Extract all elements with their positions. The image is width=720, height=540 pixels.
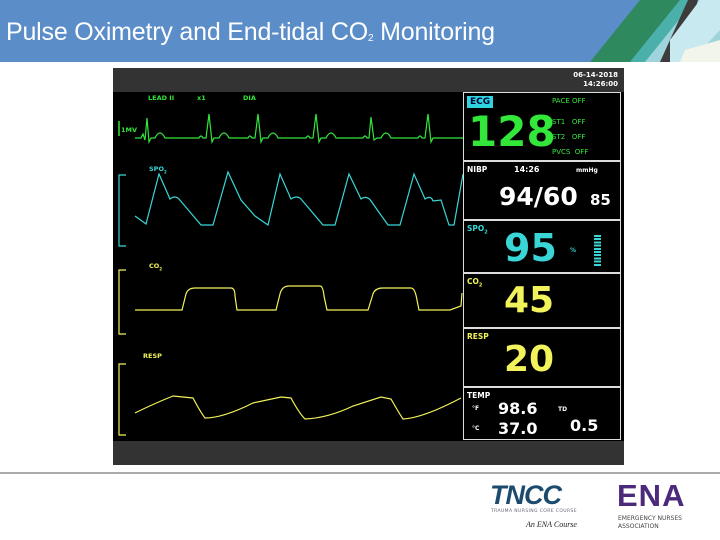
footer-divider bbox=[0, 472, 720, 474]
ena-logo-text: ENA bbox=[617, 478, 686, 513]
pace-status: PACE OFF bbox=[552, 97, 586, 105]
patient-monitor: 06-14-2018 14:26:00 LEAD II x1 DIA 1MV S… bbox=[113, 68, 624, 465]
ecg-panel-label: ECG bbox=[467, 96, 494, 108]
nibp-panel-label: NIBP bbox=[467, 165, 488, 174]
monitor-datetime: 06-14-2018 14:26:00 bbox=[573, 71, 618, 89]
nibp-value: 94/60 bbox=[499, 182, 578, 211]
ecg-gain-label: x1 bbox=[197, 94, 206, 102]
resp-panel-label: RESP bbox=[467, 332, 489, 341]
pvcs-status: PVCS OFF bbox=[552, 148, 589, 156]
co2-waveform bbox=[135, 285, 463, 311]
nibp-unit: mmHg bbox=[576, 167, 598, 174]
st1-status: ST1 OFF bbox=[552, 118, 586, 126]
ecg-waveform bbox=[135, 113, 463, 145]
st2-status: ST2 OFF bbox=[552, 133, 586, 141]
monitor-top-bar: 06-14-2018 14:26:00 bbox=[113, 68, 624, 92]
spo2-value: 95 bbox=[504, 226, 557, 270]
spo2-wave-label: SPO2 bbox=[149, 165, 167, 175]
spo2-signal-bar-icon bbox=[594, 235, 601, 267]
co2-bracket bbox=[118, 269, 126, 335]
monitor-bottom-bar bbox=[113, 441, 624, 465]
ena-logo: ENA EMERGENCY NURSES ASSOCIATION bbox=[617, 478, 712, 535]
temp-panel-label: TEMP bbox=[467, 391, 491, 400]
ecg-lead-label: LEAD II bbox=[148, 94, 175, 102]
monitor-time: 14:26:00 bbox=[583, 80, 618, 88]
temp-c-value: 37.0 bbox=[498, 419, 538, 438]
nibp-panel[interactable]: NIBP 14:26 mmHg 94/60 85 bbox=[463, 161, 621, 220]
resp-panel[interactable]: RESP 20 bbox=[463, 328, 621, 387]
nibp-time: 14:26 bbox=[514, 165, 540, 174]
td-value: 0.5 bbox=[570, 416, 599, 435]
spo2-bracket bbox=[118, 174, 126, 247]
tncc-subtitle: An ENA Course bbox=[526, 520, 577, 529]
resp-bracket bbox=[118, 363, 126, 436]
td-label: TD bbox=[558, 406, 568, 413]
co2-panel-label: CO2 bbox=[467, 277, 483, 289]
temp-unit-f: °F bbox=[472, 405, 480, 412]
spo2-panel[interactable]: SPO2 95 % bbox=[463, 220, 621, 273]
tncc-tagline: TRAUMA NURSING CORE COURSE bbox=[491, 509, 577, 514]
ecg-scale-label: 1MV bbox=[121, 126, 138, 134]
tncc-logo-text: TNCC bbox=[490, 480, 562, 510]
ecg-mode-label: DIA bbox=[243, 94, 256, 102]
page-title: Pulse Oximetry and End-tidal CO2 Monitor… bbox=[6, 18, 495, 46]
temp-panel[interactable]: TEMP °F 98.6 TD °C 37.0 0.5 bbox=[463, 387, 621, 440]
spo2-panel-label: SPO2 bbox=[467, 224, 488, 236]
title-bar: Pulse Oximetry and End-tidal CO2 Monitor… bbox=[0, 0, 720, 62]
resp-waveform bbox=[134, 395, 462, 420]
co2-wave-label: CO2 bbox=[149, 262, 163, 272]
heart-rate-value: 128 bbox=[468, 107, 556, 156]
waveform-area bbox=[118, 113, 463, 436]
temp-f-value: 98.6 bbox=[498, 399, 538, 418]
monitor-date: 06-14-2018 bbox=[573, 71, 618, 79]
spo2-waveform bbox=[134, 170, 463, 226]
temp-unit-c: °C bbox=[472, 425, 480, 432]
tncc-logo: TNCC TRAUMA NURSING CORE COURSE An ENA C… bbox=[490, 480, 600, 535]
etco2-value: 45 bbox=[504, 280, 555, 321]
ecg-panel[interactable]: ECG 128 PACE OFF ST1 OFF ST2 OFF PVCS OF… bbox=[463, 92, 621, 161]
co2-panel[interactable]: CO2 45 bbox=[463, 273, 621, 328]
spo2-unit: % bbox=[570, 247, 577, 254]
nibp-mean-value: 85 bbox=[590, 191, 611, 209]
resp-rate-value: 20 bbox=[504, 339, 555, 380]
decorative-graphic bbox=[590, 0, 720, 62]
ena-line1: EMERGENCY NURSES bbox=[618, 515, 682, 522]
resp-wave-label: RESP bbox=[143, 352, 162, 360]
ena-line2: ASSOCIATION bbox=[618, 523, 659, 530]
